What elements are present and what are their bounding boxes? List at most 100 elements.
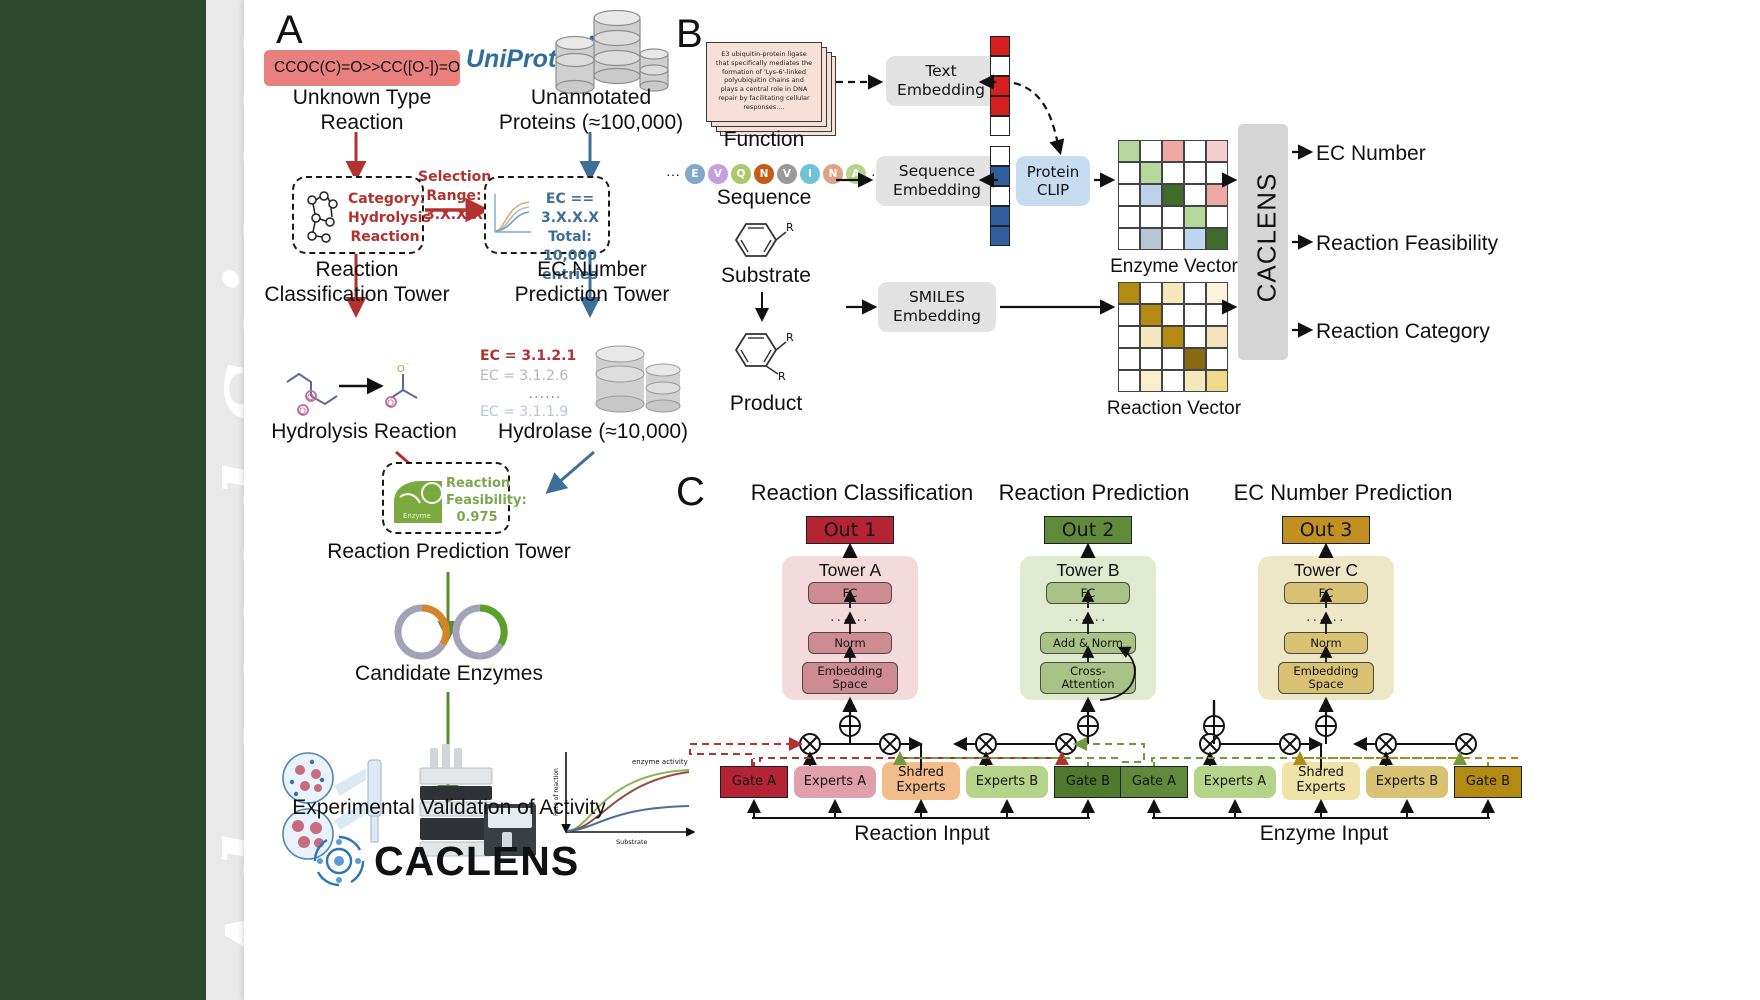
svg-text:O: O — [397, 364, 405, 375]
candidate-enzymes-label: Candidate Enzymes — [355, 662, 543, 685]
plasmid-icons — [394, 604, 508, 660]
text-vector-cell-0 — [990, 36, 1010, 56]
column-title-reaction-prediction: Reaction Prediction — [998, 480, 1190, 505]
unknown-reaction-label: Unknown Type Reaction — [292, 86, 432, 134]
tower-b-layer-cross-attention: Cross- Attention — [1040, 662, 1136, 694]
selection-range-label: Selection Range: 3.X.X.X — [418, 169, 492, 223]
hydrolase-db-icon — [595, 345, 681, 413]
database-cylinders-icon — [555, 9, 669, 95]
left-experts-a: Experts A — [794, 766, 876, 798]
tower-a-title: Tower A — [818, 560, 882, 580]
left-experts-b: Experts B — [966, 766, 1048, 798]
reaction-prediction-tower-label: Reaction Prediction Tower — [327, 540, 571, 563]
reaction-category-text: Category: Hydrolysis Reaction — [348, 191, 431, 245]
substrate-benzene-icon: R — [734, 221, 794, 257]
function-label: Function — [723, 128, 805, 151]
seq-vector-cell-2 — [990, 186, 1010, 206]
enzyme-tag-text: Enzyme — [403, 512, 431, 520]
residue-3: N — [754, 164, 774, 184]
text-vector-cell-4 — [990, 116, 1010, 136]
hydrolysis-reaction-label: Hydrolysis Reaction — [271, 420, 457, 443]
text-embedding-vector — [990, 36, 1010, 136]
right-experts-a: Experts A — [1194, 766, 1276, 798]
text-embedding-box: Text Embedding — [886, 56, 996, 106]
reaction-classification-box: Category: Hydrolysis Reaction — [292, 176, 431, 254]
caclens-module-bar: CACLENS — [1238, 124, 1288, 360]
substrate-label: Substrate — [721, 264, 811, 287]
experimental-validation-label: Experimental Validation of Activity — [292, 796, 606, 819]
plot-series-label: enzyme activity — [632, 758, 688, 766]
ec-number-box: EC == 3.X.X.X Total: 10,000 entries — [484, 176, 610, 283]
sequence-label: Sequence — [716, 186, 812, 209]
right-experts-b: Experts B — [1366, 766, 1448, 798]
residue-4: V — [777, 164, 797, 184]
hydrolysis-molecules-icon: O O O - O — [286, 359, 418, 417]
reaction-feasibility-box: Enzyme Reaction Feasibility: 0.975 — [382, 462, 527, 534]
function-card-front: E3 ubiquitin-protein ligase that specifi… — [706, 42, 822, 122]
out-3-box: Out 3 — [1282, 516, 1370, 544]
right-gate-a: Gate A — [1120, 766, 1188, 798]
svg-text:R: R — [786, 221, 794, 234]
figure-canvas: A CCOC(C)=O>>CC([O-])=O Unknown Type Rea… — [244, 0, 1760, 1000]
panel-b-connectors — [836, 74, 1314, 338]
svg-text:O: O — [307, 393, 314, 403]
unannotated-proteins-label: Unannotated Proteins (≈100,000) — [498, 86, 684, 134]
plot-ylabel: Rate of reaction — [553, 768, 560, 816]
residue-1: V — [708, 164, 728, 184]
reaction-vector-label: Reaction Vector — [1106, 398, 1242, 419]
residue-2: Q — [731, 164, 751, 184]
output-reaction-feasibility: Reaction Feasibility — [1316, 232, 1499, 255]
column-title-ec-number-prediction: EC Number Prediction — [1233, 480, 1453, 505]
svg-text:R: R — [778, 370, 786, 383]
left-gate-b: Gate B — [1054, 766, 1122, 798]
seq-vector-cell-4 — [990, 226, 1010, 246]
panel-b-letter: B — [676, 12, 703, 56]
smiles-embedding-box: SMILES Embedding — [878, 282, 996, 332]
hplc-instrument-icon — [419, 744, 536, 857]
out-1-box: Out 1 — [806, 516, 894, 544]
tower-c-title: Tower C — [1293, 560, 1359, 580]
text-vector-cell-1 — [990, 56, 1010, 76]
text-vector-cell-3 — [990, 96, 1010, 116]
sigmoid-curves-icon — [494, 194, 531, 233]
output-ec-number: EC Number — [1316, 142, 1426, 165]
tower-c-layer-embedding-space: Embedding Space — [1278, 662, 1374, 694]
ec-prediction-tower-label: EC Number Prediction Tower — [514, 258, 670, 306]
sequence-ellipsis-left: ··· — [666, 166, 680, 182]
output-reaction-category: Reaction Category — [1316, 320, 1490, 343]
caclens-wordmark: CACLENS — [374, 838, 580, 884]
tower-a-layer-embedding-space: Embedding Space — [802, 662, 898, 694]
feasibility-text: Reaction Feasibility: 0.975 — [446, 476, 527, 525]
reaction-vector-matrix — [1118, 282, 1228, 392]
enzyme-vector-matrix — [1118, 140, 1228, 250]
column-title-reaction-classification: Reaction Classification — [750, 480, 974, 505]
panel-c-letter: C — [676, 470, 705, 514]
svg-text:-: - — [406, 359, 409, 368]
residue-0: E — [685, 164, 705, 184]
substrate-to-product-arrow: R R — [734, 292, 794, 383]
right-shared-experts: Shared Experts — [1282, 762, 1360, 800]
cover-gutter — [206, 0, 244, 1000]
seq-vector-cell-0 — [990, 146, 1010, 166]
protein-clip-box: Protein CLIP — [1016, 156, 1090, 206]
hydrolase-label: Hydrolase (≈10,000) — [497, 420, 689, 443]
svg-text:O: O — [387, 399, 394, 409]
tower-c-layer-norm: Norm — [1284, 632, 1368, 654]
ec-number-text: EC == 3.X.X.X Total: 10,000 entries — [540, 191, 600, 283]
molecule-graph-icon — [307, 191, 338, 243]
right-gate-b: Gate B — [1454, 766, 1522, 798]
enzyme-activity-plot: enzyme activity Rate of reaction Substra… — [553, 752, 696, 846]
panel-a-letter: A — [276, 8, 303, 52]
tower-a-layer-norm: Norm — [808, 632, 892, 654]
ec-candidate-list: EC = 3.1.2.1 EC = 3.1.2.6 ...... EC = 3.… — [480, 348, 577, 420]
residue-5: I — [800, 164, 820, 184]
caclens-logo-icon — [313, 835, 365, 887]
enzyme-vector-label: Enzyme Vector — [1110, 256, 1238, 277]
enzyme-input-label: Enzyme Input — [1259, 822, 1389, 845]
petri-dish-icon — [282, 752, 382, 860]
journal-cover-band — [0, 0, 206, 1000]
panel-c-wiring — [689, 542, 1518, 819]
seq-vector-cell-3 — [990, 206, 1010, 226]
sequence-embedding-box: Sequence Embedding — [876, 156, 998, 206]
